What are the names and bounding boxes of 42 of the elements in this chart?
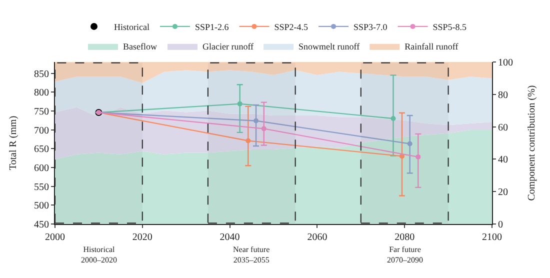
y2-tick-label: 60 [498,122,508,134]
y-tick-label: 800 [34,88,49,99]
y2-tick-label: 100 [498,58,513,68]
legend-label: SSP1-2.6 [194,22,230,32]
legend-label: Rainfall runoff [404,41,458,52]
y-tick-label: 750 [34,106,49,118]
y2-tick-label: 80 [498,90,508,101]
y-tick-label: 850 [34,68,49,80]
y-tick-label: 650 [34,144,49,156]
x-tick-label: 2000 [45,232,65,243]
y2-tick-label: 20 [498,187,508,198]
y-tick-label: 500 [34,200,49,212]
point [246,138,251,144]
legend-label: Historical [114,22,150,32]
band-label: Historical 2000–2020 [81,245,117,264]
band-label: Far future 2070–2090 [387,245,423,264]
point [390,116,396,122]
y-tick-label: 700 [34,125,49,136]
point [237,101,242,106]
point [261,126,266,132]
x-tick-label: 2080 [394,232,415,243]
y2-tick-label: 0 [498,220,503,230]
legend-label: SSP2-4.5 [274,22,309,32]
y-tick-label: 550 [34,182,49,193]
legend-label: Baseflow [123,41,158,52]
point [254,118,259,124]
y2-tick-label: 40 [498,154,508,166]
y-tick-label: 600 [34,162,49,174]
x-tick-label: 2100 [482,232,502,243]
x-tick-label: 2040 [220,232,240,243]
legend-label: SSP5-8.5 [432,22,468,32]
band-label: Near future 2035–2055 [233,245,270,264]
y-axis-title: Total R (mm) [8,116,19,170]
legend-label: Snowmelt runoff [298,41,360,52]
legend-label: SSP3-7.0 [354,22,388,32]
legend-label: Glacier runoff [202,41,254,52]
x-tick-label: 2060 [307,232,328,243]
x-tick-label: 2020 [132,232,152,243]
point [407,141,412,146]
y2-axis-title: Component contribution (%) [526,85,538,201]
y-tick-label: 450 [34,220,49,230]
point [416,154,421,160]
